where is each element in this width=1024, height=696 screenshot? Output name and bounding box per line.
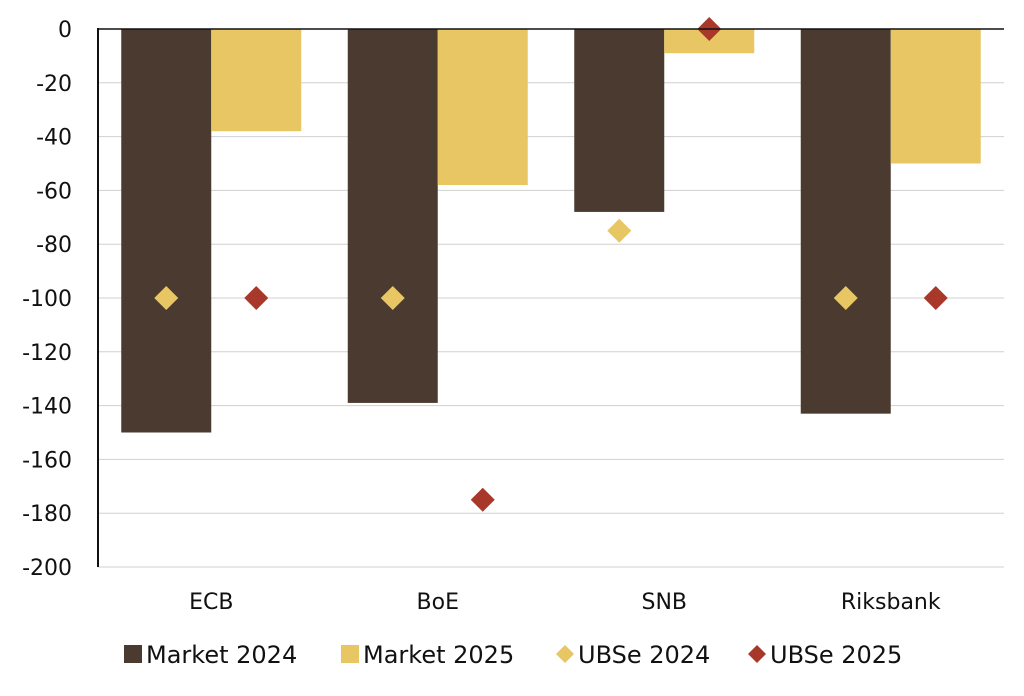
- y-tick-label: -140: [22, 395, 72, 420]
- category-label: SNB: [641, 590, 687, 615]
- markers: [154, 17, 948, 512]
- y-tick-label: -60: [36, 179, 72, 204]
- bar-market-2025-riksbank: [890, 29, 981, 164]
- marker-ubse-2025-ecb: [244, 286, 269, 310]
- bars: [121, 29, 981, 433]
- legend-swatch: [124, 645, 142, 663]
- bar-market-2025-ecb: [211, 29, 302, 132]
- y-tick-label: -20: [36, 72, 72, 97]
- bar-market-2024-snb: [574, 29, 665, 212]
- marker-ubse-2024-boe: [380, 286, 405, 310]
- legend-item: UBSe 2025: [748, 641, 902, 669]
- legend-label: UBSe 2024: [578, 641, 710, 669]
- legend: Market 2024 Market 2025 UBSe 2024 UBSe 2025: [124, 641, 902, 669]
- marker-ubse-2024-riksbank: [833, 286, 858, 310]
- marker-ubse-2025-boe: [470, 487, 495, 512]
- y-tick-label: -160: [22, 448, 72, 473]
- bar-market-2024-boe: [347, 29, 438, 403]
- category-label: ECB: [189, 590, 233, 615]
- legend-swatch: [748, 645, 766, 663]
- legend-label: UBSe 2025: [770, 641, 902, 669]
- axes: [97, 28, 1004, 567]
- legend-swatch: [556, 645, 574, 663]
- legend-label: Market 2025: [363, 641, 514, 669]
- y-tick-labels: 0 -20 -40 -60 -80 -100 -120 -140 -160 -180 -200: [22, 18, 72, 581]
- marker-ubse-2024-ecb: [154, 286, 179, 310]
- y-tick-label: -80: [36, 233, 72, 258]
- bar-market-2024-riksbank: [800, 29, 891, 414]
- legend-item: Market 2024: [124, 641, 297, 669]
- legend-label: Market 2024: [146, 641, 297, 669]
- legend-item: Market 2025: [341, 641, 514, 669]
- marker-ubse-2025-riksbank: [923, 286, 948, 310]
- bar-market-2024-ecb: [121, 29, 212, 433]
- gridlines: [98, 82, 1004, 568]
- category-label: BoE: [417, 590, 459, 615]
- y-tick-label: 0: [58, 18, 72, 43]
- y-tick-label: -40: [36, 126, 72, 151]
- bar-market-2025-boe: [437, 29, 528, 186]
- y-tick-label: -200: [22, 556, 72, 581]
- marker-ubse-2024-snb: [607, 218, 632, 243]
- legend-item: UBSe 2024: [556, 641, 710, 669]
- category-label: Riksbank: [841, 590, 941, 615]
- y-tick-label: -180: [22, 502, 72, 527]
- y-tick-label: -120: [22, 341, 72, 366]
- legend-swatch: [341, 645, 359, 663]
- y-tick-label: -100: [22, 287, 72, 312]
- category-labels: ECB BoE SNB Riksbank: [189, 590, 941, 615]
